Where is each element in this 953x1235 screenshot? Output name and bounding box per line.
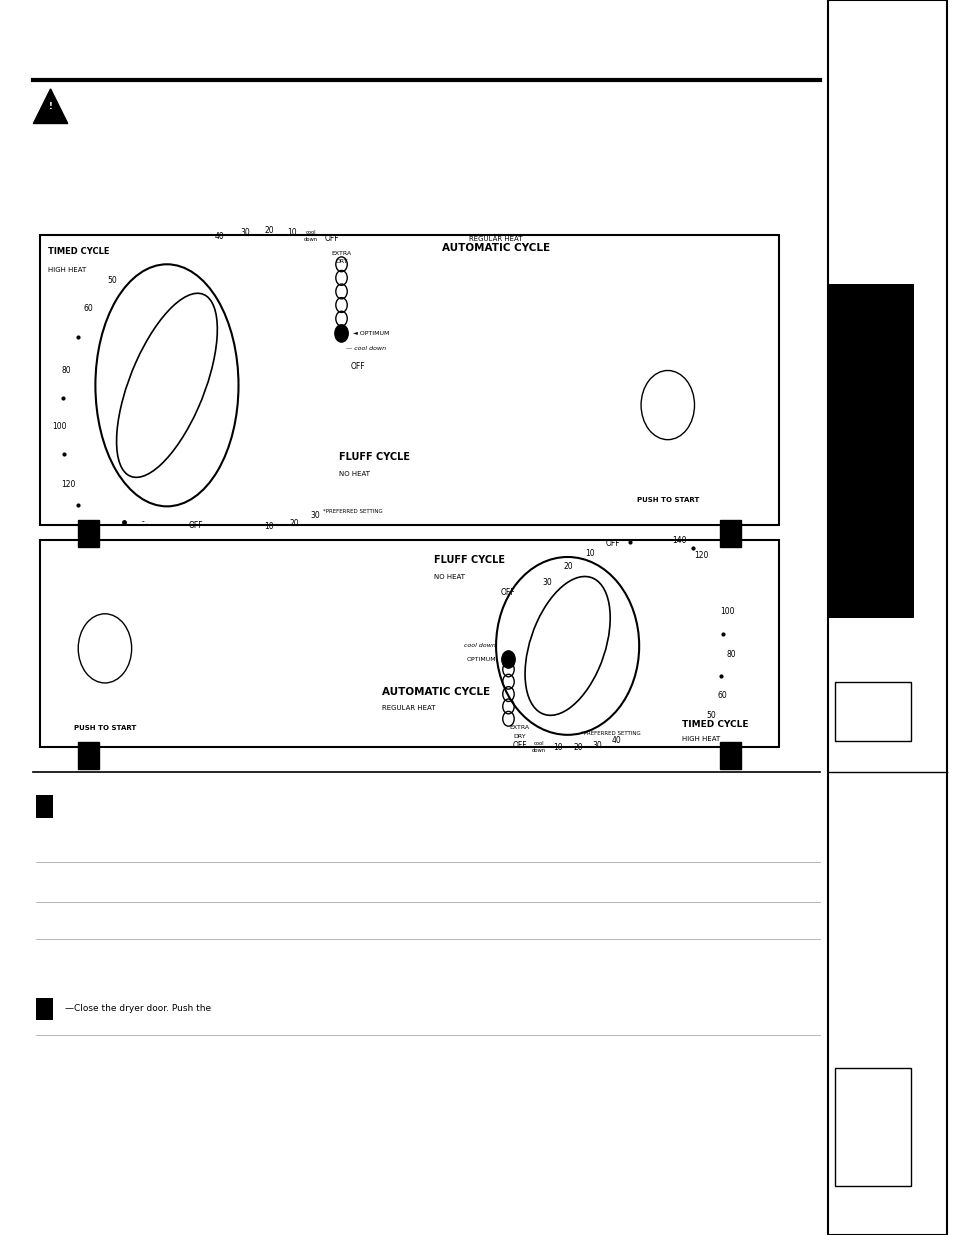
Text: EXTRA: EXTRA — [509, 725, 530, 730]
Text: cool: cool — [305, 230, 316, 235]
Text: REGULAR HEAT: REGULAR HEAT — [469, 236, 522, 242]
Text: PUSH TO START: PUSH TO START — [73, 725, 136, 731]
Circle shape — [501, 651, 515, 668]
Bar — [78, 520, 99, 547]
Text: down: down — [304, 237, 317, 242]
Text: 60: 60 — [717, 690, 726, 700]
Text: AUTOMATIC CYCLE: AUTOMATIC CYCLE — [441, 243, 550, 253]
Bar — [40, 235, 779, 525]
Text: 10: 10 — [584, 548, 594, 558]
Text: 120: 120 — [693, 551, 708, 561]
Bar — [827, 284, 913, 618]
Text: — cool down: — cool down — [346, 346, 386, 351]
Text: —Close the dryer door. Push the: —Close the dryer door. Push the — [65, 1004, 211, 1014]
Text: 30: 30 — [592, 741, 601, 750]
Circle shape — [335, 325, 348, 342]
Text: 80: 80 — [62, 366, 71, 375]
Text: 20: 20 — [289, 519, 298, 527]
Bar — [720, 520, 740, 547]
Text: 50: 50 — [705, 710, 715, 720]
Text: 30: 30 — [240, 228, 250, 237]
Text: FLUFF CYCLE: FLUFF CYCLE — [434, 555, 504, 564]
Bar — [36, 795, 53, 818]
Text: AUTOMATIC CYCLE: AUTOMATIC CYCLE — [381, 687, 489, 697]
Text: 20: 20 — [264, 226, 274, 235]
Bar — [40, 540, 779, 747]
Text: DRY: DRY — [513, 734, 526, 739]
Text: OFF: OFF — [351, 362, 365, 372]
Text: TIMED CYCLE: TIMED CYCLE — [48, 247, 109, 256]
Text: cool down: cool down — [464, 643, 496, 648]
Text: OFF: OFF — [188, 521, 203, 530]
Text: !: ! — [49, 101, 52, 111]
Bar — [827, 0, 946, 1235]
Text: NO HEAT: NO HEAT — [338, 472, 369, 477]
Text: ◄ OPTIMUM: ◄ OPTIMUM — [353, 331, 389, 336]
Text: down: down — [532, 748, 545, 753]
Polygon shape — [33, 89, 68, 124]
Text: 140: 140 — [81, 520, 96, 530]
Bar — [78, 742, 99, 769]
Text: *PREFERRED SETTING: *PREFERRED SETTING — [323, 509, 382, 514]
Text: 120: 120 — [61, 479, 76, 489]
Text: DRY: DRY — [335, 259, 348, 264]
Text: HIGH HEAT: HIGH HEAT — [48, 267, 86, 273]
Text: REGULAR HEAT: REGULAR HEAT — [381, 705, 435, 710]
Text: OFF: OFF — [512, 741, 527, 750]
Text: 80: 80 — [726, 650, 736, 659]
Text: EXTRA: EXTRA — [331, 251, 352, 256]
Text: FLUFF CYCLE: FLUFF CYCLE — [338, 452, 409, 462]
Text: 50: 50 — [108, 275, 117, 285]
Text: 100: 100 — [51, 421, 67, 431]
Text: *PREFERRED SETTING: *PREFERRED SETTING — [580, 731, 639, 736]
Bar — [834, 1068, 910, 1186]
Bar — [36, 998, 53, 1020]
Text: cool: cool — [533, 741, 544, 746]
Text: HIGH HEAT: HIGH HEAT — [681, 736, 720, 742]
Text: 100: 100 — [720, 606, 734, 616]
Text: 10: 10 — [287, 228, 296, 237]
Text: OFF: OFF — [324, 235, 339, 243]
Text: -: - — [142, 517, 144, 526]
Text: 40: 40 — [611, 736, 620, 745]
Text: 40: 40 — [214, 232, 224, 241]
Bar — [720, 742, 740, 769]
Text: 140: 140 — [671, 536, 686, 546]
Text: 20: 20 — [573, 743, 582, 752]
Text: TIMED CYCLE: TIMED CYCLE — [681, 720, 748, 729]
Text: 10: 10 — [553, 743, 562, 752]
Text: PUSH TO START: PUSH TO START — [636, 496, 699, 503]
Text: OPTIMUM: OPTIMUM — [466, 657, 496, 662]
Text: 10: 10 — [264, 522, 274, 531]
Text: OFF: OFF — [500, 588, 515, 598]
Text: 60: 60 — [84, 304, 93, 314]
Text: NO HEAT: NO HEAT — [434, 574, 464, 580]
Text: 20: 20 — [563, 562, 573, 572]
Text: 30: 30 — [310, 511, 319, 520]
Text: OFF: OFF — [605, 538, 620, 548]
Bar — [834, 682, 910, 741]
Text: 30: 30 — [542, 578, 552, 588]
